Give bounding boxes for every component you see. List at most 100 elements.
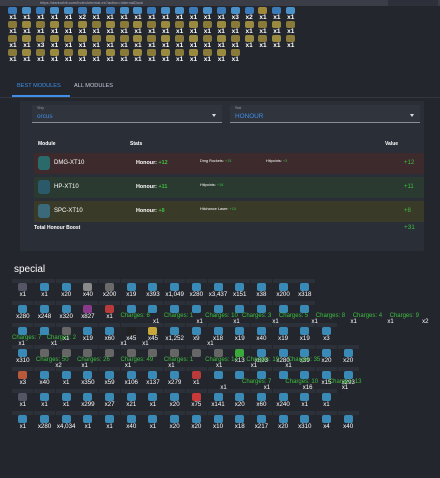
special-item[interactable]: x40 [77, 279, 99, 301]
special-item[interactable]: x15 [315, 367, 338, 389]
special-item[interactable]: x40 [34, 367, 56, 389]
inventory-item[interactable]: x1 [117, 35, 131, 49]
special-item[interactable]: x1 [142, 389, 164, 411]
inventory-item[interactable]: x1 [284, 35, 298, 49]
inventory-item[interactable]: x1 [62, 35, 76, 49]
inventory-item[interactable]: x1 [228, 21, 242, 35]
special-item[interactable]: x248 [34, 301, 56, 323]
tab-best-modules[interactable]: BEST MODULES [17, 83, 61, 89]
special-item[interactable] [164, 345, 186, 367]
module-row[interactable]: SPC-XT10 Honour: +8 Hitchance Laser: +15 +8 [34, 201, 424, 222]
special-item[interactable] [207, 345, 229, 367]
special-item[interactable]: x4 [315, 411, 338, 433]
inventory-item[interactable]: x1 [173, 21, 187, 35]
special-item[interactable]: x20 [337, 345, 359, 367]
special-item[interactable]: x19 [229, 323, 251, 345]
inventory-item[interactable]: x1 [62, 49, 76, 63]
inventory-item[interactable]: x1 [256, 35, 270, 49]
inventory-item[interactable]: x1 [117, 21, 131, 35]
special-item[interactable]: x40 [337, 411, 359, 433]
window-controls[interactable] [388, 0, 438, 6]
special-item[interactable]: x3,437 [207, 279, 229, 301]
inventory-item[interactable]: x1 [6, 7, 20, 21]
inventory-item[interactable]: x1 [200, 49, 214, 63]
special-item[interactable]: x141 [207, 389, 229, 411]
special-item[interactable]: x299 [77, 389, 99, 411]
special-item[interactable]: x1 [12, 389, 34, 411]
inventory-item[interactable]: x2 [242, 7, 256, 21]
inventory-item[interactable]: x1 [89, 21, 103, 35]
special-item[interactable]: x60 [250, 389, 273, 411]
special-item[interactable]: x1,252 [164, 323, 186, 345]
inventory-item[interactable]: x1 [20, 35, 34, 49]
special-item[interactable]: x280 [12, 301, 34, 323]
inventory-item[interactable]: x1 [89, 35, 103, 49]
special-item[interactable]: x350 [77, 367, 99, 389]
special-item[interactable] [185, 301, 208, 323]
special-item[interactable]: x240 [272, 389, 294, 411]
special-item[interactable] [250, 367, 273, 389]
special-item[interactable]: x200 [99, 279, 121, 301]
special-item[interactable]: x20 [272, 411, 294, 433]
inventory-item[interactable]: x1 [34, 49, 48, 63]
special-item[interactable]: x1 [55, 323, 77, 345]
inventory-item[interactable]: x1 [117, 49, 131, 63]
inventory-item[interactable]: x1 [159, 35, 173, 49]
inventory-item[interactable]: x1 [159, 7, 173, 21]
inventory-item[interactable]: x1 [117, 7, 131, 21]
inventory-item[interactable]: x1 [48, 7, 62, 21]
inventory-item[interactable]: x1 [145, 35, 159, 49]
inventory-item[interactable]: x1 [242, 21, 256, 35]
inventory-item[interactable]: x1 [284, 21, 298, 35]
special-item[interactable] [294, 367, 316, 389]
special-item[interactable]: x393 [142, 279, 164, 301]
inventory-item[interactable]: x1 [214, 49, 228, 63]
inventory-item[interactable]: x1 [145, 21, 159, 35]
special-item[interactable]: x3 [315, 323, 338, 345]
module-row[interactable]: DMG-XT10 Honour: +12 Dmg Rockets: +15 Hitpo… [34, 153, 424, 174]
inventory-item[interactable]: x1 [159, 21, 173, 35]
special-item[interactable]: x10 [207, 411, 229, 433]
special-item[interactable]: x40 [250, 323, 273, 345]
inventory-item[interactable]: x1 [284, 7, 298, 21]
special-item[interactable]: x39 [294, 345, 316, 367]
inventory-item[interactable]: x2 [75, 7, 89, 21]
special-item[interactable]: x1 [55, 389, 77, 411]
special-item[interactable]: x40 [120, 411, 142, 433]
inventory-item[interactable]: x3 [228, 7, 242, 21]
inventory-item[interactable]: x1 [131, 35, 145, 49]
special-item[interactable]: x19 [294, 323, 316, 345]
inventory-item[interactable]: x1 [187, 7, 201, 21]
inventory-item[interactable]: x1 [145, 49, 159, 63]
special-item[interactable] [207, 367, 229, 389]
special-item[interactable]: x200 [272, 279, 294, 301]
special-item[interactable]: x13 [229, 345, 251, 367]
inventory-item[interactable]: x1 [103, 49, 117, 63]
special-item[interactable]: x293 [337, 367, 359, 389]
inventory-item[interactable]: x1 [103, 21, 117, 35]
special-item[interactable] [142, 345, 164, 367]
special-item[interactable]: x18 [229, 411, 251, 433]
inventory-item[interactable]: x1 [173, 35, 187, 49]
inventory-item[interactable]: x1 [6, 21, 20, 35]
inventory-item[interactable]: x1 [270, 21, 284, 35]
inventory-item[interactable]: x1 [89, 7, 103, 21]
special-item[interactable]: x75 [185, 389, 208, 411]
special-item[interactable]: x21 [120, 389, 142, 411]
stat-select[interactable]: Stat HONOUR [230, 105, 420, 123]
special-item[interactable]: x320 [55, 301, 77, 323]
inventory-item[interactable]: x1 [48, 49, 62, 63]
inventory-item[interactable]: x1 [242, 35, 256, 49]
inventory-item[interactable]: x1 [145, 7, 159, 21]
special-item[interactable]: x45 [120, 323, 142, 345]
special-item[interactable]: x45 [142, 323, 164, 345]
special-item[interactable] [120, 301, 142, 323]
inventory-item[interactable]: x1 [173, 7, 187, 21]
special-item[interactable]: x1 [12, 411, 34, 433]
inventory-item[interactable]: x1 [200, 35, 214, 49]
inventory-item[interactable]: x1 [20, 49, 34, 63]
inventory-item[interactable]: x1 [89, 49, 103, 63]
inventory-item[interactable]: x1 [131, 7, 145, 21]
inventory-item[interactable]: x1 [103, 35, 117, 49]
special-item[interactable] [229, 301, 251, 323]
